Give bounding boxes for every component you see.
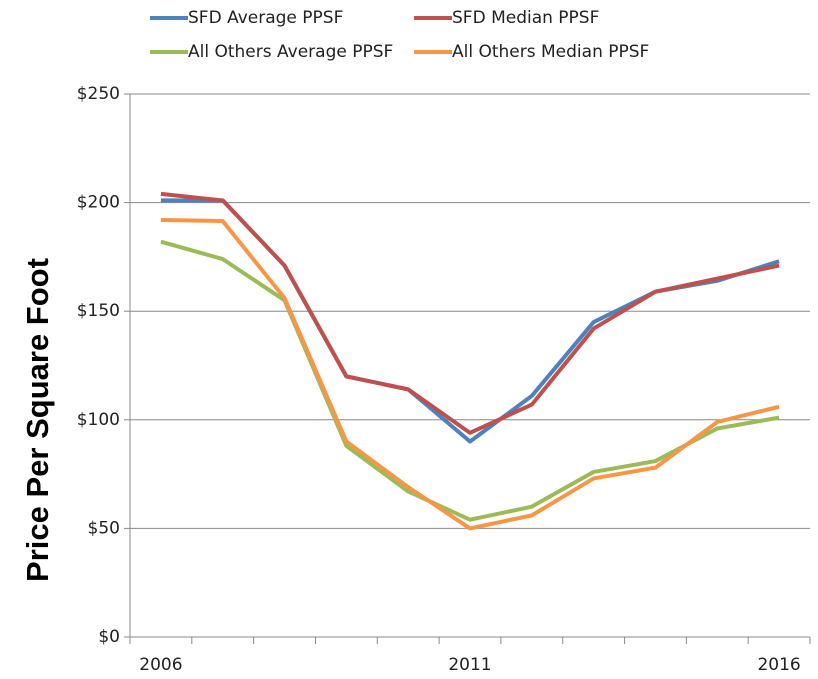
series-line [160,198,780,444]
y-tick-label: $150 [77,301,120,321]
legend-label: All Others Average PPSF [188,42,393,62]
y-tick-label: $200 [77,193,120,213]
y-tick-label: $0 [98,627,120,647]
x-tick-label: 2006 [139,655,182,675]
legend-label: SFD Median PPSF [452,8,599,28]
y-tick-label: $50 [88,518,120,538]
x-tick-label: 2016 [757,655,800,675]
series-line [160,217,780,531]
legend-label: All Others Median PPSF [452,42,649,62]
series-line [160,191,780,435]
x-tick-label: 2011 [448,655,491,675]
y-axis-label: Price Per Square Foot [20,258,55,582]
y-tick-label: $250 [77,84,120,104]
legend-label: SFD Average PPSF [188,8,343,28]
y-tick-label: $100 [77,410,120,430]
